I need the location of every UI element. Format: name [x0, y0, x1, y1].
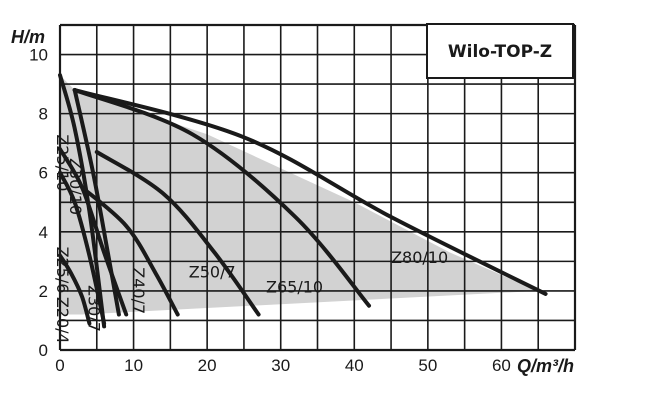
curve-z80-10: [72, 88, 548, 296]
label-z20-4: Z20/4: [53, 297, 72, 344]
x-tick-label: 10: [124, 356, 143, 375]
pump-curves: [58, 73, 548, 329]
label-z30-10: Z30/10: [66, 158, 85, 215]
label-z65-10: Z65/10: [266, 277, 323, 296]
x-tick-label: 0: [55, 356, 64, 375]
curve-z30-10: [72, 88, 121, 317]
title-box: Wilo-TOP-Z: [426, 23, 574, 79]
curve-z50-7: [94, 150, 261, 317]
label-z80-10: Z80/10: [391, 248, 448, 267]
curve-z40-7: [80, 185, 180, 317]
x-tick-label: 60: [492, 356, 511, 375]
x-axis-label: Q/m³/h: [517, 356, 574, 376]
tick-labels: 0 10 20 30 40 50 60 0 2 4 6 8 10: [29, 46, 511, 375]
y-tick-label: 10: [29, 46, 48, 65]
curve-z20-4: [58, 253, 92, 326]
label-z50-7: Z50/7: [189, 263, 236, 282]
chart-title: Wilo-TOP-Z: [448, 42, 552, 62]
y-tick-label: 2: [39, 282, 48, 301]
y-tick-label: 8: [39, 105, 48, 124]
y-tick-label: 4: [39, 223, 48, 242]
y-axis-label: H/m: [11, 27, 45, 47]
x-tick-label: 50: [418, 356, 437, 375]
x-tick-label: 40: [345, 356, 364, 375]
label-z25-6: Z25/6: [53, 247, 72, 294]
title-box-frame: [426, 23, 574, 79]
curve-z25-10: [58, 73, 107, 329]
x-tick-label: 20: [198, 356, 217, 375]
operating-envelope: [60, 75, 539, 315]
y-tick-label: 0: [39, 341, 48, 360]
label-z30-7: Z30/7: [85, 285, 104, 332]
label-z25-10: Z25/10: [53, 134, 72, 191]
y-tick-label: 6: [39, 164, 48, 183]
x-tick-label: 30: [271, 356, 290, 375]
curve-z25-6: [58, 170, 107, 326]
curve-z65-10: [72, 88, 371, 308]
curve-z30-7: [58, 147, 129, 317]
envelope-area: [60, 75, 539, 315]
label-z40-7: Z40/7: [129, 267, 148, 314]
